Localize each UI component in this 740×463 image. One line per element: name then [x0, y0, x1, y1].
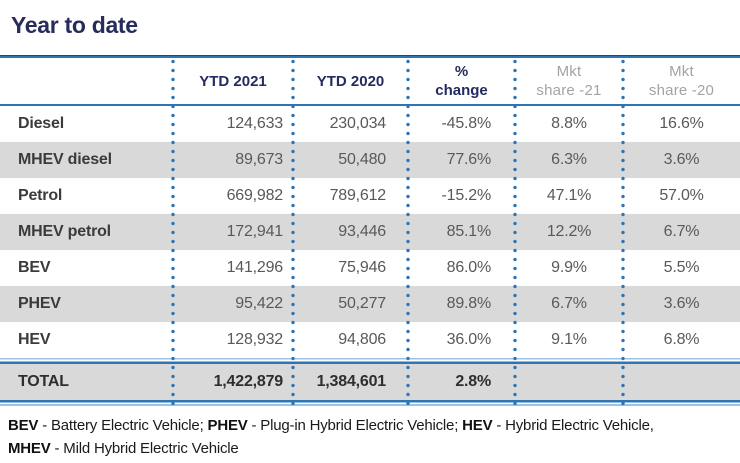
ytd-2020-value: 789,612 [329, 187, 387, 204]
table-row-total: TOTAL 1,422,879 1,384,601 2.8% [0, 364, 740, 400]
mkt-share-20-value: 3.6% [663, 295, 700, 312]
column-header-pct-change: % change [435, 63, 488, 99]
mkt-share-20-value: 6.7% [663, 223, 700, 240]
row-label: MHEV petrol [18, 223, 111, 240]
ytd-2020-value: 75,946 [338, 259, 386, 276]
row-label: MHEV diesel [18, 151, 112, 168]
pct-change-value: 85.1% [446, 223, 492, 240]
header-bottom-border [0, 104, 740, 106]
ytd-2020-value: 93,446 [338, 223, 386, 240]
table-row-hev: HEV 128,932 94,806 36.0% 9.1% 6.8% [0, 322, 740, 358]
ytd-2021-value: 95,422 [235, 295, 283, 312]
pct-change-value: -15.2% [441, 187, 492, 204]
total-ytd-2021-value: 1,422,879 [213, 373, 284, 390]
total-top-border [0, 358, 740, 364]
abbr-mhev: MHEV [8, 440, 51, 457]
mkt-share-21-value: 47.1% [546, 187, 592, 204]
abbr-hev: HEV [462, 417, 493, 434]
pct-change-value: 36.0% [446, 331, 492, 348]
mkt-share-21-value: 9.9% [551, 259, 587, 276]
pct-change-value: 86.0% [446, 259, 492, 276]
table-row-mhev-diesel: MHEV diesel 89,673 50,480 77.6% 6.3% 3.6… [0, 142, 740, 178]
column-header-blank [0, 58, 173, 104]
ytd-2021-value: 128,932 [226, 331, 284, 348]
table-row-bev: BEV 141,296 75,946 86.0% 9.9% 5.5% [0, 250, 740, 286]
mkt-share-21-value: 6.7% [551, 295, 587, 312]
table-row-petrol: Petrol 669,982 789,612 -15.2% 47.1% 57.0… [0, 178, 740, 214]
row-label: Diesel [18, 115, 64, 132]
ytd-2020-value: 230,034 [329, 115, 387, 132]
row-label: PHEV [18, 295, 61, 312]
table-bottom-border [0, 400, 740, 406]
ytd-2020-value: 50,480 [338, 151, 386, 168]
row-label: Petrol [18, 187, 63, 204]
column-header-ytd-2020: YTD 2020 [316, 72, 385, 90]
ytd-2021-value: 124,633 [226, 115, 284, 132]
mkt-share-21-value: 8.8% [551, 115, 587, 132]
row-label: BEV [18, 259, 51, 276]
ytd-2020-value: 94,806 [338, 331, 386, 348]
ytd-2021-value: 669,982 [226, 187, 284, 204]
table-header-row: YTD 2021 YTD 2020 % change Mkt share -21… [0, 58, 740, 104]
mkt-share-20-value: 5.5% [663, 259, 700, 276]
column-header-mkt-share-21: Mkt share -21 [536, 63, 602, 99]
abbreviations-footnote: BEV - Battery Electric Vehicle; PHEV - P… [8, 414, 734, 460]
total-ytd-2020-value: 1,384,601 [316, 373, 387, 390]
row-label: HEV [18, 331, 51, 348]
mkt-share-21-value: 12.2% [546, 223, 592, 240]
abbr-phev: PHEV [207, 417, 248, 434]
column-header-ytd-2021: YTD 2021 [199, 72, 267, 90]
pct-change-value: 77.6% [446, 151, 492, 168]
mkt-share-20-value: 16.6% [659, 115, 704, 132]
mkt-share-20-value: 6.8% [663, 331, 700, 348]
ytd-registrations-table: YTD 2021 YTD 2020 % change Mkt share -21… [0, 55, 740, 406]
footnote-line-1: BEV - Battery Electric Vehicle; PHEV - P… [8, 417, 654, 434]
total-label: TOTAL [18, 373, 69, 390]
ytd-2020-value: 50,277 [338, 295, 386, 312]
page-title: Year to date [11, 12, 138, 38]
pct-change-value: -45.8% [441, 115, 492, 132]
mkt-share-20-value: 3.6% [663, 151, 700, 168]
table-row-diesel: Diesel 124,633 230,034 -45.8% 8.8% 16.6% [0, 106, 740, 142]
ytd-2021-value: 172,941 [226, 223, 284, 240]
ytd-2021-value: 141,296 [226, 259, 284, 276]
mkt-share-21-value: 9.1% [551, 331, 587, 348]
mkt-share-20-value: 57.0% [659, 187, 704, 204]
mkt-share-21-value: 6.3% [551, 151, 587, 168]
table-top-border [0, 55, 740, 58]
ytd-2021-value: 89,673 [235, 151, 283, 168]
column-header-mkt-share-20: Mkt share -20 [648, 63, 715, 99]
pct-change-value: 89.8% [446, 295, 492, 312]
total-pct-change-value: 2.8% [455, 373, 491, 390]
table-row-mhev-petrol: MHEV petrol 172,941 93,446 85.1% 12.2% 6… [0, 214, 740, 250]
table-row-phev: PHEV 95,422 50,277 89.8% 6.7% 3.6% [0, 286, 740, 322]
footnote-line-2: MHEV - Mild Hybrid Electric Vehicle [8, 440, 239, 457]
abbr-bev: BEV [8, 417, 39, 434]
